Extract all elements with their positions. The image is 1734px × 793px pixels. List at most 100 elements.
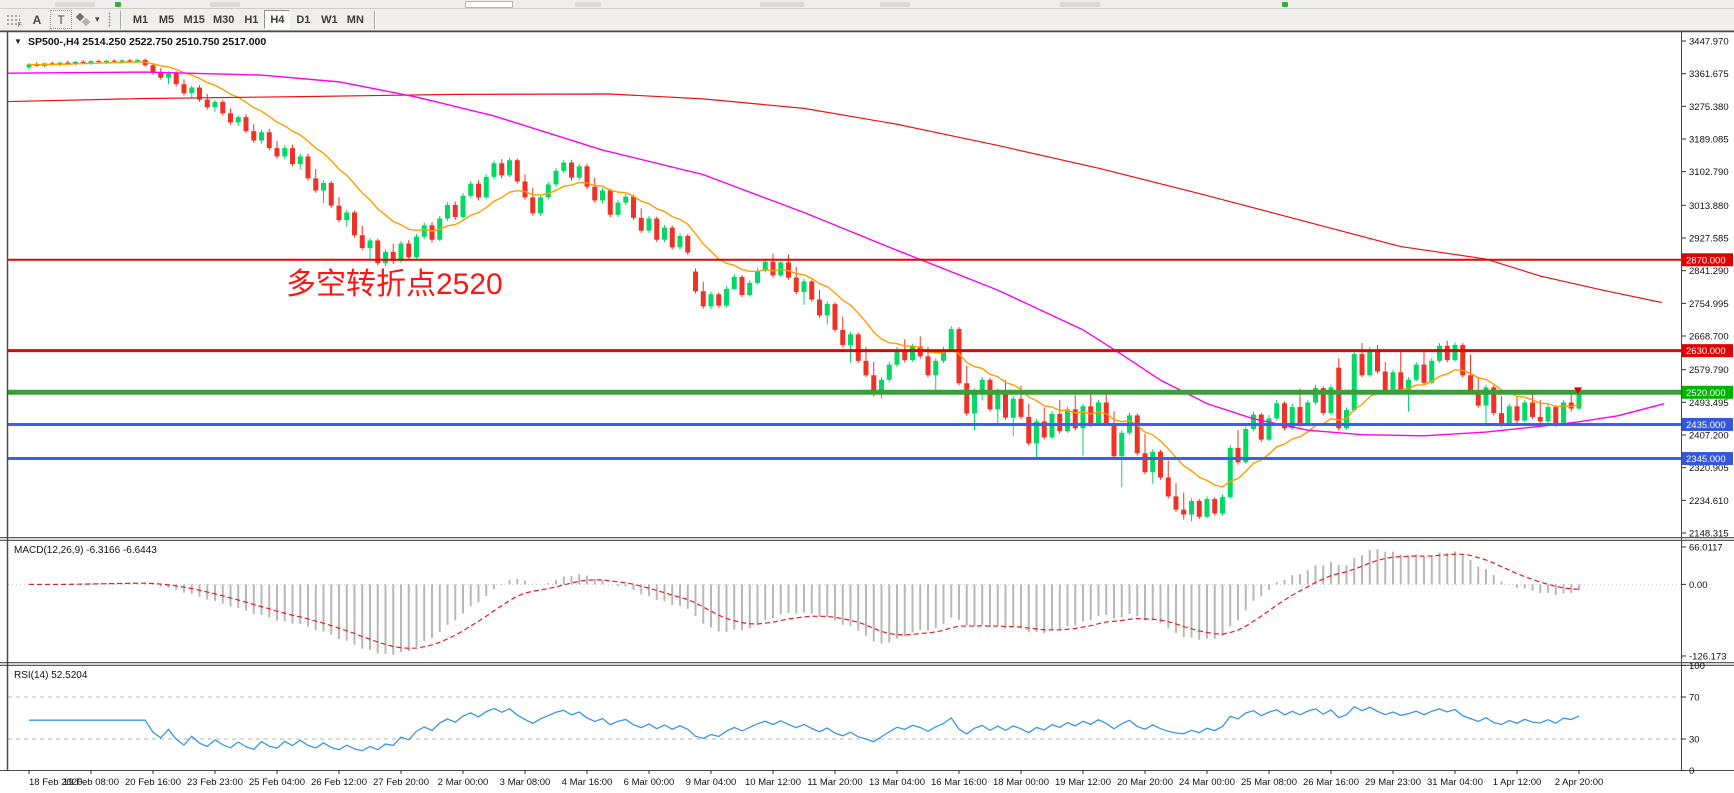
candle-body — [1421, 364, 1427, 383]
toolbar-fragment — [1282, 2, 1288, 7]
toolbar-fragment — [210, 2, 240, 7]
candle-body — [1367, 349, 1373, 376]
candle-body — [910, 346, 915, 361]
rsi-indicator-label: RSI(14) 52.5204 — [14, 670, 88, 681]
toolbar-fragment — [880, 2, 910, 7]
time-axis-label: 2 Apr 20:00 — [1555, 777, 1604, 788]
macd-indicator-label: MACD(12,26,9) -6.3166 -6.6443 — [14, 545, 157, 556]
candle-body — [1181, 509, 1187, 515]
candle-body — [1444, 345, 1450, 361]
candle-body — [941, 349, 946, 361]
candle-body — [855, 334, 861, 361]
candle-body — [1561, 402, 1566, 425]
candle-body — [677, 235, 683, 248]
timeframe-button-m5[interactable]: M5 — [154, 10, 180, 29]
font-label-tool-button[interactable]: A — [26, 10, 48, 29]
candle-body — [886, 364, 892, 380]
annotation-text[interactable]: 多空转折点2520 — [286, 268, 503, 301]
candle-body — [662, 227, 667, 240]
price-line-label-box — [1682, 452, 1733, 466]
timeframe-button-mn[interactable]: MN — [342, 10, 368, 29]
candle-body — [623, 196, 629, 203]
candle-body — [282, 148, 288, 157]
candle-body — [809, 281, 815, 300]
candle-body — [1437, 345, 1442, 361]
candle-body — [1018, 398, 1024, 417]
time-axis-label: 31 Mar 04:00 — [1427, 777, 1483, 788]
timeframe-button-h4[interactable]: H4 — [264, 10, 291, 30]
candle-body — [1460, 344, 1466, 376]
price-axis-label: 2927.585 — [1689, 233, 1729, 244]
price-axis-label: -126.173 — [1689, 651, 1727, 662]
pane-splitter[interactable] — [0, 662, 1734, 666]
candle-body — [1289, 407, 1295, 429]
time-axis-label: 4 Mar 16:00 — [562, 777, 613, 788]
toolbar-grip-icon[interactable]: F — [6, 13, 22, 29]
timeframe-button-m1[interactable]: M1 — [128, 10, 154, 29]
candle-body — [871, 375, 877, 395]
timeframe-button-group: M1 M5 M15 M30 H1 H4 D1 W1 MN — [128, 10, 369, 30]
timeframe-button-m30[interactable]: M30 — [209, 10, 238, 29]
symbol-dropdown-icon[interactable]: ▼ — [14, 37, 22, 46]
candle-body — [708, 294, 714, 307]
candle-body — [1274, 403, 1280, 419]
price-axis-label: 66.0117 — [1689, 542, 1723, 553]
candle-body — [1483, 387, 1489, 406]
candle-body — [297, 156, 303, 165]
timeframe-button-w1[interactable]: W1 — [316, 10, 342, 29]
price-axis-label: 0.00 — [1689, 580, 1708, 591]
candle-body — [1173, 496, 1179, 510]
candle-body — [1522, 402, 1528, 421]
price-axis-label: 0 — [1689, 766, 1694, 777]
price-line-label: 2630.000 — [1686, 346, 1726, 357]
candle-body — [879, 379, 884, 395]
candle-body — [158, 72, 164, 78]
candle-body — [1003, 391, 1008, 418]
timeframe-button-h1[interactable]: H1 — [238, 10, 264, 29]
toolbar-drag-handle[interactable] — [107, 11, 111, 28]
price-axis-label: 100 — [1689, 661, 1705, 672]
candle-body — [1096, 402, 1101, 425]
timeframe-button-d1[interactable]: D1 — [290, 10, 316, 29]
price-axis-label: 2234.610 — [1689, 496, 1729, 507]
chevron-down-icon[interactable]: ▾ — [95, 14, 100, 24]
candle-body — [1468, 375, 1473, 391]
candle-body — [762, 261, 768, 271]
candle-body — [948, 329, 954, 350]
candle-body — [1328, 387, 1334, 414]
candle-body — [739, 276, 745, 296]
price-line-label: 2870.000 — [1686, 255, 1726, 266]
pane-splitter[interactable] — [0, 537, 1734, 541]
candle-body — [189, 87, 195, 94]
candle-body — [964, 383, 970, 414]
time-axis-label: 24 Mar 00:00 — [1179, 777, 1235, 788]
candle-body — [359, 235, 365, 249]
candle-body — [80, 61, 86, 63]
price-axis-label: 3275.380 — [1689, 102, 1729, 113]
chart-title-ohlc: SP500-,H4 2514.250 2522.750 2510.750 251… — [28, 36, 266, 48]
candle-body — [119, 60, 125, 62]
candle-body — [933, 360, 939, 376]
candle-body — [716, 294, 722, 306]
candle-body — [1034, 421, 1039, 444]
candle-body — [274, 148, 280, 157]
candle-body — [1158, 451, 1163, 478]
candle-body — [1150, 451, 1156, 473]
toolbar-fragment — [1060, 2, 1100, 7]
toolbar-fragment — [760, 2, 804, 7]
timeframe-button-m15[interactable]: M15 — [180, 10, 209, 29]
candle-body — [569, 162, 574, 178]
main-toolbar: F A T ▾ M1 M5 M15 M30 H1 H4 D1 W1 MN — [0, 9, 1734, 31]
last-price-marker-icon — [1574, 387, 1582, 395]
time-axis-label: 13 Mar 04:00 — [869, 777, 925, 788]
candle-body — [724, 288, 729, 306]
text-tool-button[interactable]: T — [50, 10, 72, 29]
candle-body — [631, 196, 636, 218]
candle-body — [476, 183, 481, 198]
candle-body — [150, 65, 156, 73]
time-axis-label: 9 Mar 04:00 — [686, 777, 737, 788]
candle-body — [96, 61, 102, 63]
candle-body — [615, 202, 621, 215]
candle-body — [166, 73, 171, 78]
